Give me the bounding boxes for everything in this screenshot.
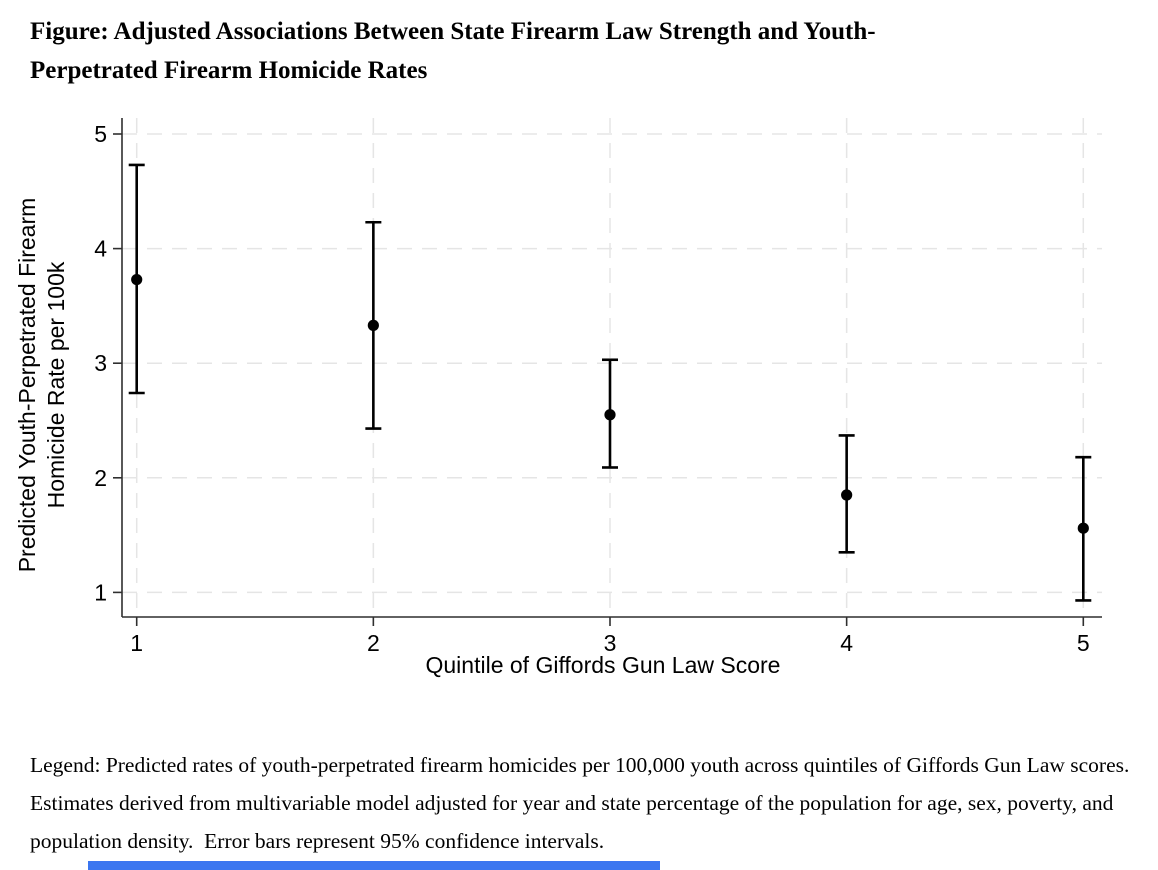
figure-title-line2: Perpetrated Firearm Homicide Rates xyxy=(30,57,428,84)
x-tick-label: 4 xyxy=(840,630,853,656)
point-estimate-marker xyxy=(131,273,143,286)
y-axis-label-line1: Predicted Youth-Perpetrated Firearm xyxy=(14,197,40,573)
selection-highlight-bar xyxy=(88,861,660,870)
point-estimate-marker xyxy=(367,319,379,331)
x-tick-label: 5 xyxy=(1077,630,1090,656)
x-tick-label: 1 xyxy=(130,630,143,656)
y-tick-label: 3 xyxy=(94,350,107,376)
y-axis-label-line2: Homicide Rate per 100k xyxy=(43,261,69,509)
y-tick-label: 4 xyxy=(94,236,107,262)
point-estimate-marker xyxy=(604,409,616,421)
figure-title-line1: Figure: Adjusted Associations Between St… xyxy=(30,18,876,45)
figure-title: Figure: Adjusted Associations Between St… xyxy=(30,12,1110,90)
y-tick-label: 2 xyxy=(94,465,107,491)
x-tick-label: 2 xyxy=(367,630,380,656)
figure-legend: Legend: Predicted rates of youth-perpetr… xyxy=(30,753,1141,853)
x-axis-title: Quintile of Giffords Gun Law Score xyxy=(425,652,781,678)
y-tick-label: 5 xyxy=(94,121,107,147)
y-tick-label: 1 xyxy=(94,579,107,605)
plot-svg: 1 2 3 4 5 1 2 3 4 5 xyxy=(94,118,1102,656)
x-tick-label: 3 xyxy=(604,630,617,656)
point-estimate-marker xyxy=(841,489,853,501)
point-estimate-marker xyxy=(1077,522,1089,534)
